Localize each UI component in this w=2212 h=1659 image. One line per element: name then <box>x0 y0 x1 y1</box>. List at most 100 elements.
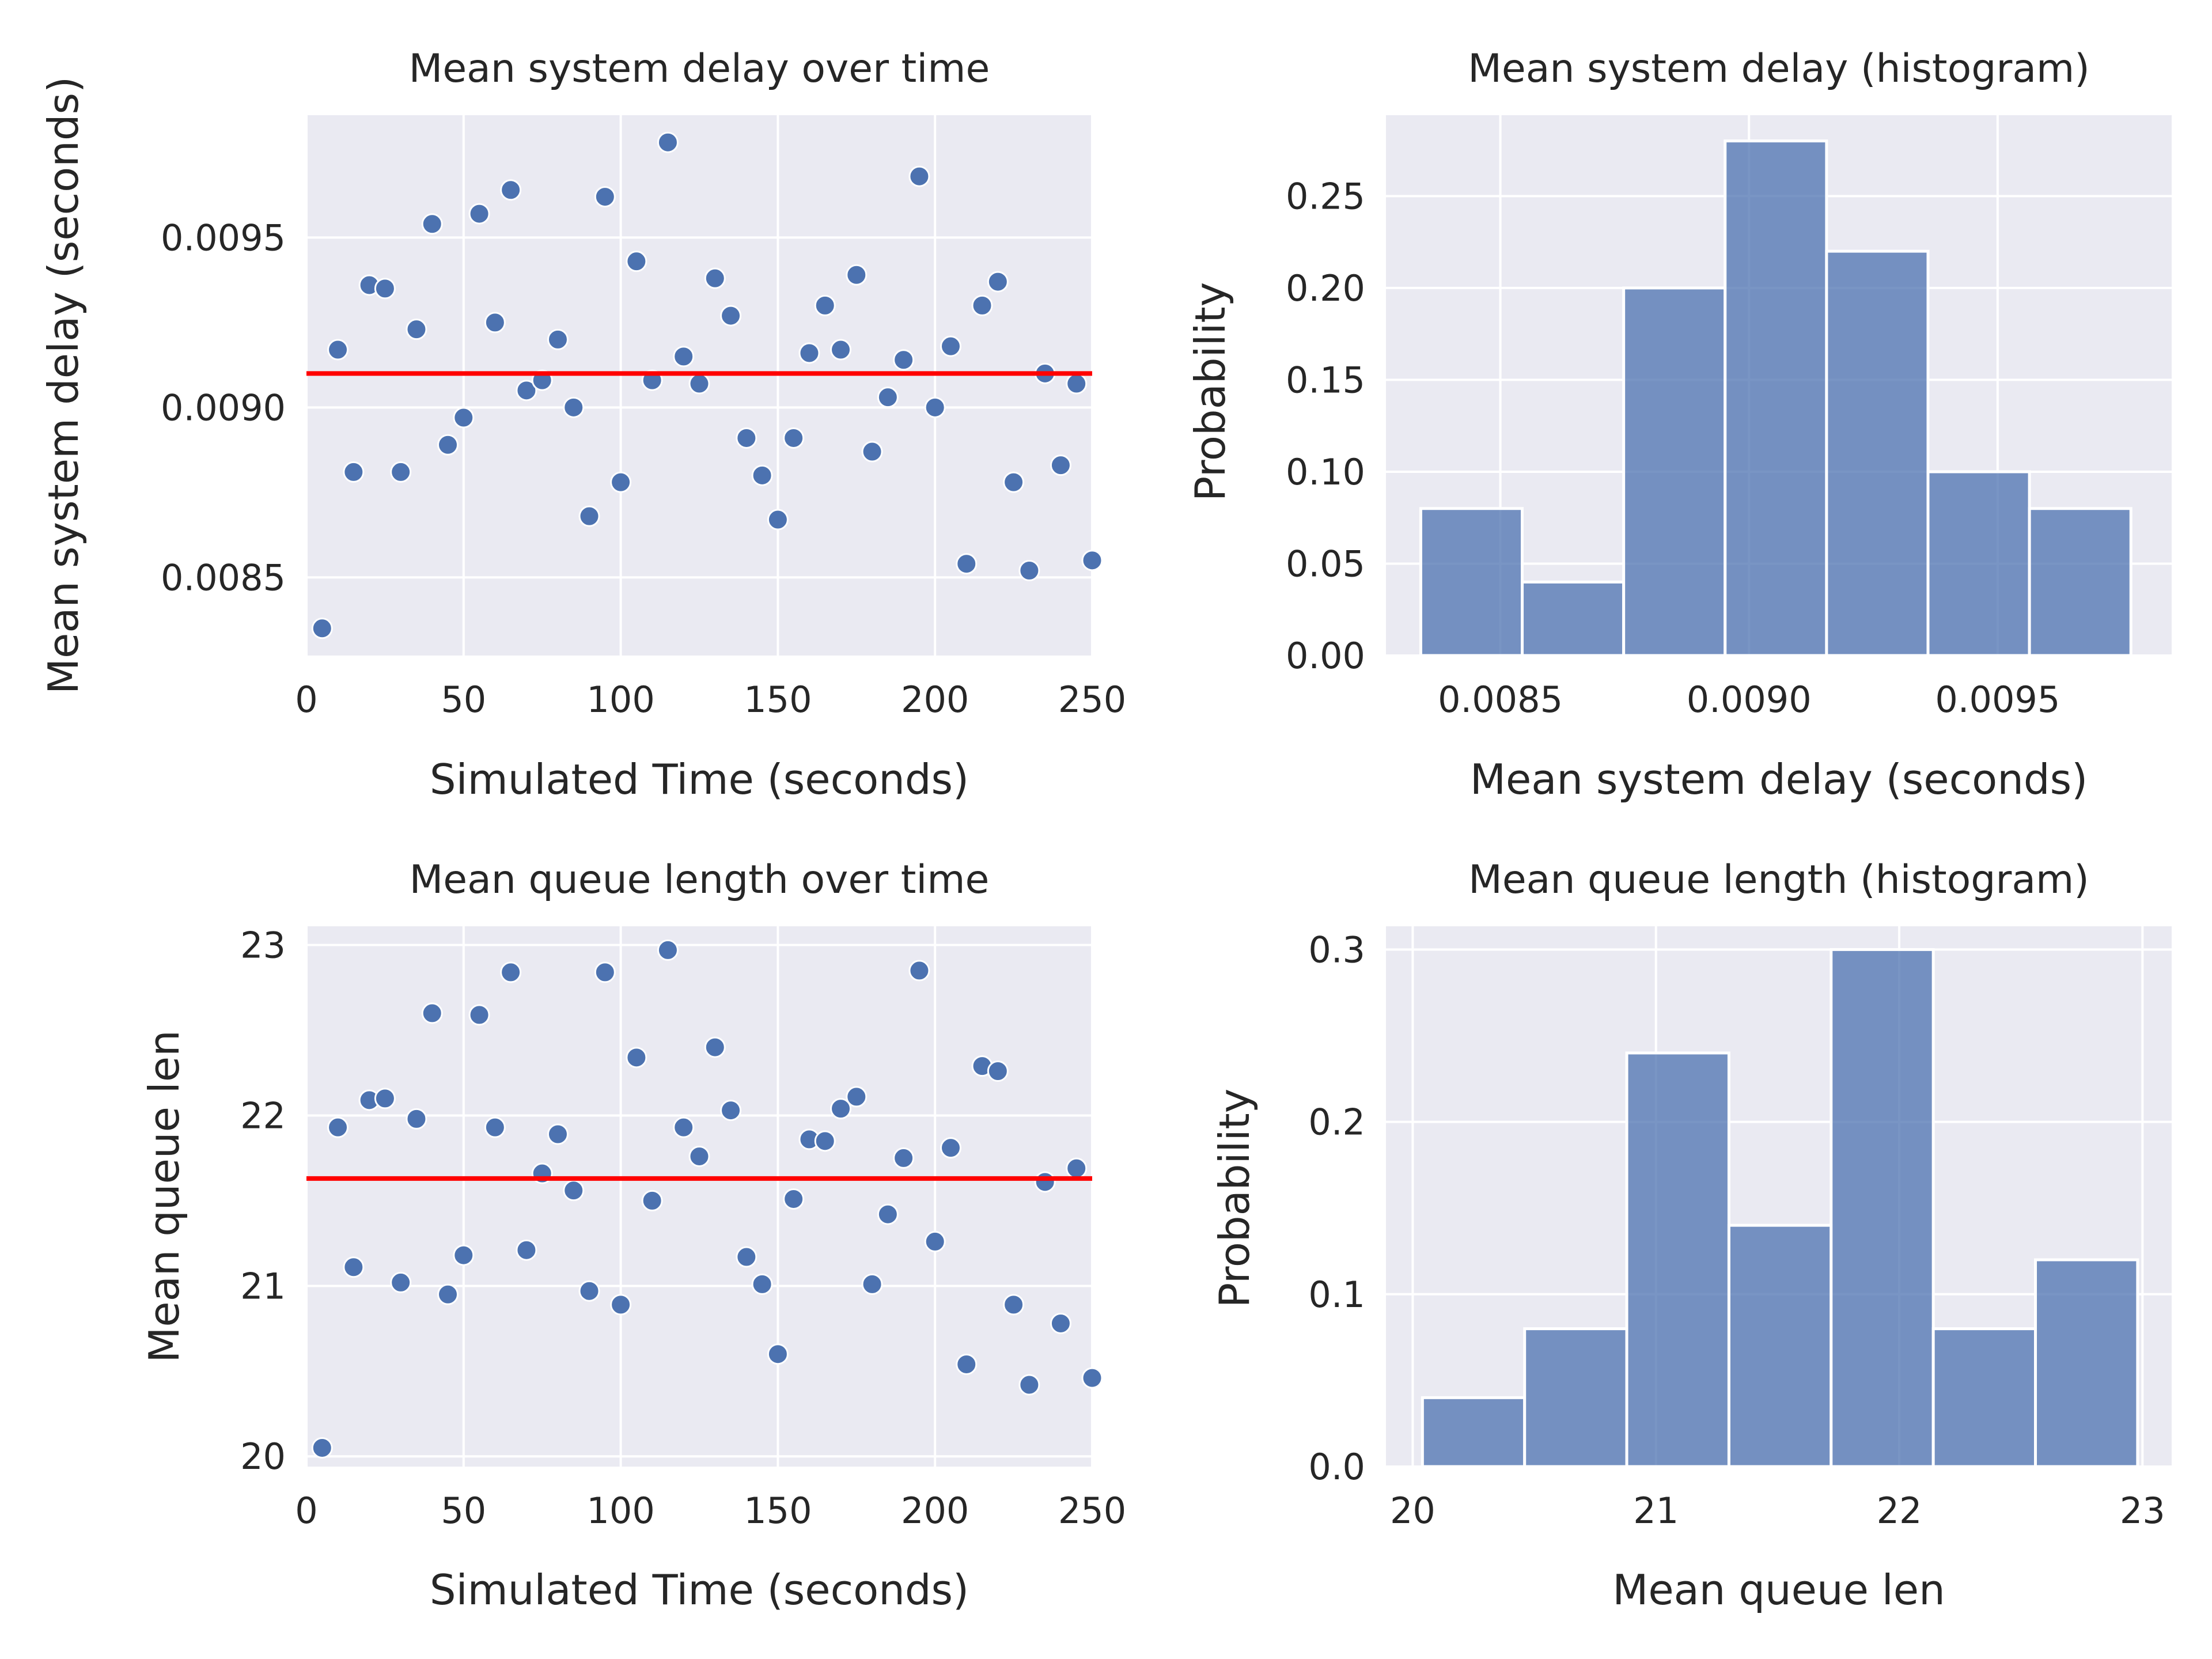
grid <box>305 926 1093 1467</box>
scatter-point <box>1081 550 1103 571</box>
histogram-bar <box>1625 1051 1730 1468</box>
scatter-point <box>311 618 333 639</box>
scatter-point <box>908 165 930 187</box>
y-tick-label: 0.3 <box>1308 929 1365 971</box>
scatter-point <box>421 213 443 235</box>
scatter-point <box>798 342 820 364</box>
scatter-point <box>783 1188 805 1210</box>
scatter-point <box>720 1100 742 1122</box>
panel-delay-scatter: 0 50 100 150 200 250 0.0085 0.0090 0.0095 Mean s… <box>39 46 1126 804</box>
scatter-point <box>767 1343 789 1365</box>
scatter-point <box>877 1203 899 1225</box>
scatter-point <box>1050 1312 1071 1334</box>
scatter-point <box>421 1002 443 1024</box>
x-tick-label: 0.0085 <box>1438 679 1563 721</box>
scatter-point <box>940 1137 961 1159</box>
scatter-point <box>1066 1157 1088 1179</box>
scatter-point <box>484 312 506 334</box>
scatter-point <box>657 939 679 961</box>
chart-title: Mean system delay (histogram) <box>1468 46 2090 92</box>
chart-title: Mean system delay over time <box>409 46 990 92</box>
y-tick-label: 0.0 <box>1308 1446 1365 1488</box>
scatter-point <box>594 961 616 983</box>
x-tick-label: 0.0095 <box>1935 679 2060 721</box>
panel-delay-histogram: 0.0085 0.0090 0.0095 0.00 0.05 0.10 0.15 0.20 0.… <box>1186 46 2172 804</box>
ticks: 0 50 100 150 200 250 20 21 22 23 <box>240 925 1126 1532</box>
scatter-point <box>547 328 569 350</box>
scatter-point <box>908 960 930 982</box>
y-axis-label: Probability <box>1186 282 1234 502</box>
scatter-point <box>861 1273 883 1295</box>
scatter-point <box>1050 454 1071 476</box>
y-tick-label: 0.15 <box>1286 359 1365 401</box>
histogram-bar <box>1931 1327 2037 1468</box>
scatter-point <box>893 349 915 371</box>
scatter-point <box>610 471 632 493</box>
scatter-point <box>374 1088 396 1109</box>
y-tick-label: 0.1 <box>1308 1274 1365 1316</box>
y-axis-label: Probability <box>1210 1089 1259 1308</box>
x-axis-label: Mean system delay (seconds) <box>1470 755 2088 804</box>
scatter-point <box>563 396 585 418</box>
panel-queue-histogram: 20 21 22 23 0.0 0.1 0.2 0.3 Mean queue length (… <box>1210 857 2172 1614</box>
scatter-point <box>893 1147 915 1169</box>
histogram-bar <box>1421 1396 1527 1468</box>
scatter-point <box>484 1116 506 1138</box>
scatter-point <box>673 346 695 368</box>
y-tick-label: 22 <box>240 1094 286 1137</box>
x-tick-label: 250 <box>1058 679 1126 721</box>
scatter-point <box>468 203 490 225</box>
scatter-point <box>783 427 805 449</box>
scatter-point <box>626 1047 647 1069</box>
x-axis-label: Mean queue len <box>1612 1566 1945 1614</box>
marks <box>1421 948 2139 1468</box>
scatter-point <box>547 1123 569 1145</box>
x-tick-label: 50 <box>441 1490 486 1532</box>
scatter-point <box>578 505 600 527</box>
y-tick-label: 0.00 <box>1286 635 1365 677</box>
scatter-point <box>1034 1171 1056 1193</box>
scatter-point <box>327 339 349 361</box>
scatter-point <box>453 1244 475 1266</box>
ticks: 0 50 100 150 200 250 0.0085 0.0090 0.0095 <box>161 217 1126 721</box>
y-tick-label: 0.0085 <box>161 556 286 599</box>
y-tick-label: 20 <box>240 1435 286 1478</box>
histogram-bar <box>1521 580 1626 657</box>
chart-title: Mean queue length (histogram) <box>1468 857 2089 903</box>
x-tick-label: 23 <box>2120 1490 2165 1532</box>
scatter-point <box>688 373 710 395</box>
marks <box>1419 139 2133 657</box>
y-tick-label: 0.20 <box>1286 267 1365 309</box>
scatter-point <box>327 1116 349 1138</box>
x-tick-label: 250 <box>1058 1490 1126 1532</box>
x-axis-label: Simulated Time (seconds) <box>430 1566 969 1614</box>
chart-title: Mean queue length over time <box>410 857 990 903</box>
histogram-bar <box>2034 1258 2139 1468</box>
histogram-bar <box>1622 286 1727 657</box>
scatter-point <box>500 961 522 983</box>
scatter-point <box>453 407 475 429</box>
histogram-bar <box>2028 507 2133 657</box>
marks <box>306 131 1103 639</box>
scatter-point <box>516 380 537 402</box>
scatter-point <box>641 1190 663 1211</box>
x-tick-label: 20 <box>1390 1490 1435 1532</box>
scatter-point <box>846 1086 868 1108</box>
panel-queue-scatter: 0 50 100 150 200 250 20 21 22 23 Mean queue lengt… <box>140 857 1126 1614</box>
x-tick-label: 100 <box>586 679 654 721</box>
y-tick-label: 21 <box>240 1265 286 1307</box>
scatter-point <box>437 1283 459 1305</box>
scatter-point <box>814 1130 836 1152</box>
scatter-point <box>956 553 978 575</box>
ticks: 20 21 22 23 0.0 0.1 0.2 0.3 <box>1308 929 2165 1532</box>
scatter-point <box>406 319 427 340</box>
scatter-point <box>877 387 899 408</box>
scatter-point <box>657 131 679 153</box>
scatter-point <box>736 427 757 449</box>
histogram-bar <box>1825 249 1930 657</box>
scatter-point <box>751 1273 773 1295</box>
scatter-point <box>1003 471 1025 493</box>
scatter-point <box>626 251 647 272</box>
histogram-bar <box>1523 1327 1628 1468</box>
